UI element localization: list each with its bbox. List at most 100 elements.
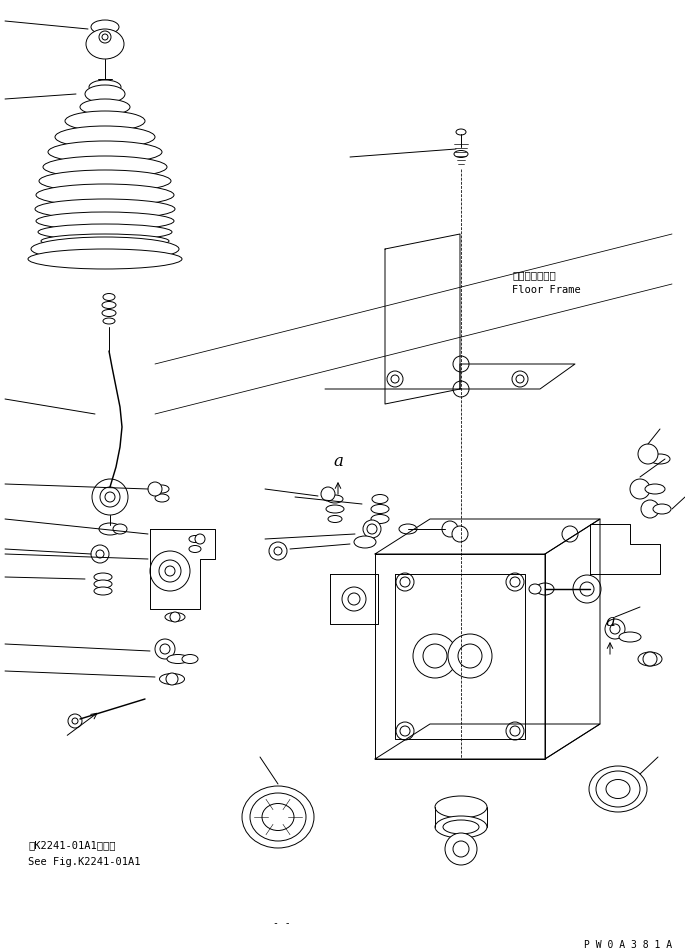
Ellipse shape bbox=[41, 235, 169, 248]
Text: a: a bbox=[605, 612, 615, 629]
Circle shape bbox=[506, 723, 524, 741]
Ellipse shape bbox=[165, 613, 185, 622]
Circle shape bbox=[510, 726, 520, 736]
Text: フロアフレーム: フロアフレーム bbox=[512, 269, 556, 280]
Circle shape bbox=[442, 522, 458, 538]
Circle shape bbox=[92, 480, 128, 515]
Ellipse shape bbox=[65, 112, 145, 132]
Text: Floor Frame: Floor Frame bbox=[512, 285, 581, 295]
Ellipse shape bbox=[86, 30, 124, 60]
Ellipse shape bbox=[43, 157, 167, 179]
Ellipse shape bbox=[327, 495, 343, 504]
Circle shape bbox=[99, 32, 111, 44]
Circle shape bbox=[159, 561, 181, 583]
Circle shape bbox=[423, 645, 447, 668]
Ellipse shape bbox=[48, 142, 162, 164]
Ellipse shape bbox=[619, 632, 641, 643]
Circle shape bbox=[148, 483, 162, 497]
Ellipse shape bbox=[372, 495, 388, 504]
Ellipse shape bbox=[443, 820, 479, 834]
Circle shape bbox=[165, 566, 175, 576]
Circle shape bbox=[452, 526, 468, 543]
Circle shape bbox=[274, 547, 282, 555]
Circle shape bbox=[348, 593, 360, 605]
Ellipse shape bbox=[189, 536, 201, 543]
Circle shape bbox=[68, 714, 82, 728]
Circle shape bbox=[641, 501, 659, 519]
Circle shape bbox=[573, 575, 601, 604]
Ellipse shape bbox=[645, 485, 665, 494]
Circle shape bbox=[605, 620, 625, 640]
Circle shape bbox=[453, 357, 469, 372]
Circle shape bbox=[155, 640, 175, 660]
Circle shape bbox=[453, 382, 469, 398]
Ellipse shape bbox=[650, 454, 670, 465]
Circle shape bbox=[610, 625, 620, 634]
Ellipse shape bbox=[606, 780, 630, 799]
Ellipse shape bbox=[94, 573, 112, 582]
Text: P W 0 A 3 8 1 A: P W 0 A 3 8 1 A bbox=[584, 939, 672, 949]
Circle shape bbox=[643, 652, 657, 666]
Ellipse shape bbox=[529, 585, 541, 594]
Ellipse shape bbox=[435, 796, 487, 818]
Ellipse shape bbox=[160, 674, 184, 684]
Circle shape bbox=[150, 551, 190, 591]
Circle shape bbox=[72, 718, 78, 724]
Circle shape bbox=[195, 534, 205, 545]
Ellipse shape bbox=[38, 225, 172, 241]
Ellipse shape bbox=[589, 766, 647, 812]
Ellipse shape bbox=[39, 170, 171, 193]
Text: 第K2241-01A1図参照: 第K2241-01A1図参照 bbox=[28, 839, 116, 849]
Circle shape bbox=[102, 35, 108, 41]
Ellipse shape bbox=[28, 249, 182, 269]
Circle shape bbox=[367, 525, 377, 534]
Ellipse shape bbox=[536, 584, 554, 595]
Ellipse shape bbox=[89, 81, 121, 95]
Circle shape bbox=[321, 487, 335, 502]
Circle shape bbox=[342, 587, 366, 611]
Ellipse shape bbox=[113, 525, 127, 534]
Ellipse shape bbox=[36, 185, 174, 207]
Circle shape bbox=[387, 371, 403, 387]
Text: See Fig.K2241-01A1: See Fig.K2241-01A1 bbox=[28, 856, 140, 866]
Ellipse shape bbox=[103, 294, 115, 301]
Ellipse shape bbox=[435, 816, 487, 838]
Circle shape bbox=[516, 376, 524, 384]
Ellipse shape bbox=[262, 803, 294, 831]
Circle shape bbox=[562, 526, 578, 543]
Circle shape bbox=[445, 833, 477, 865]
Ellipse shape bbox=[182, 655, 198, 664]
Ellipse shape bbox=[94, 581, 112, 588]
Ellipse shape bbox=[653, 505, 671, 514]
Circle shape bbox=[170, 612, 180, 623]
Ellipse shape bbox=[99, 524, 121, 535]
Ellipse shape bbox=[85, 86, 125, 104]
Ellipse shape bbox=[326, 506, 344, 513]
Ellipse shape bbox=[36, 213, 174, 230]
Circle shape bbox=[160, 645, 170, 654]
Circle shape bbox=[363, 521, 381, 539]
Circle shape bbox=[269, 543, 287, 561]
Ellipse shape bbox=[456, 129, 466, 136]
Ellipse shape bbox=[102, 302, 116, 309]
Circle shape bbox=[510, 578, 520, 587]
Circle shape bbox=[105, 492, 115, 503]
Circle shape bbox=[100, 487, 120, 507]
Ellipse shape bbox=[454, 151, 468, 158]
Circle shape bbox=[638, 445, 658, 465]
Ellipse shape bbox=[31, 238, 179, 262]
Ellipse shape bbox=[155, 494, 169, 503]
Ellipse shape bbox=[80, 100, 130, 116]
Ellipse shape bbox=[91, 21, 119, 35]
Ellipse shape bbox=[399, 525, 417, 534]
Ellipse shape bbox=[596, 771, 640, 807]
Ellipse shape bbox=[354, 536, 376, 548]
Circle shape bbox=[413, 634, 457, 678]
Circle shape bbox=[391, 376, 399, 384]
Circle shape bbox=[453, 842, 469, 857]
Ellipse shape bbox=[167, 655, 189, 664]
Circle shape bbox=[96, 550, 104, 559]
Text: a: a bbox=[333, 452, 343, 469]
Circle shape bbox=[580, 583, 594, 596]
Circle shape bbox=[396, 723, 414, 741]
